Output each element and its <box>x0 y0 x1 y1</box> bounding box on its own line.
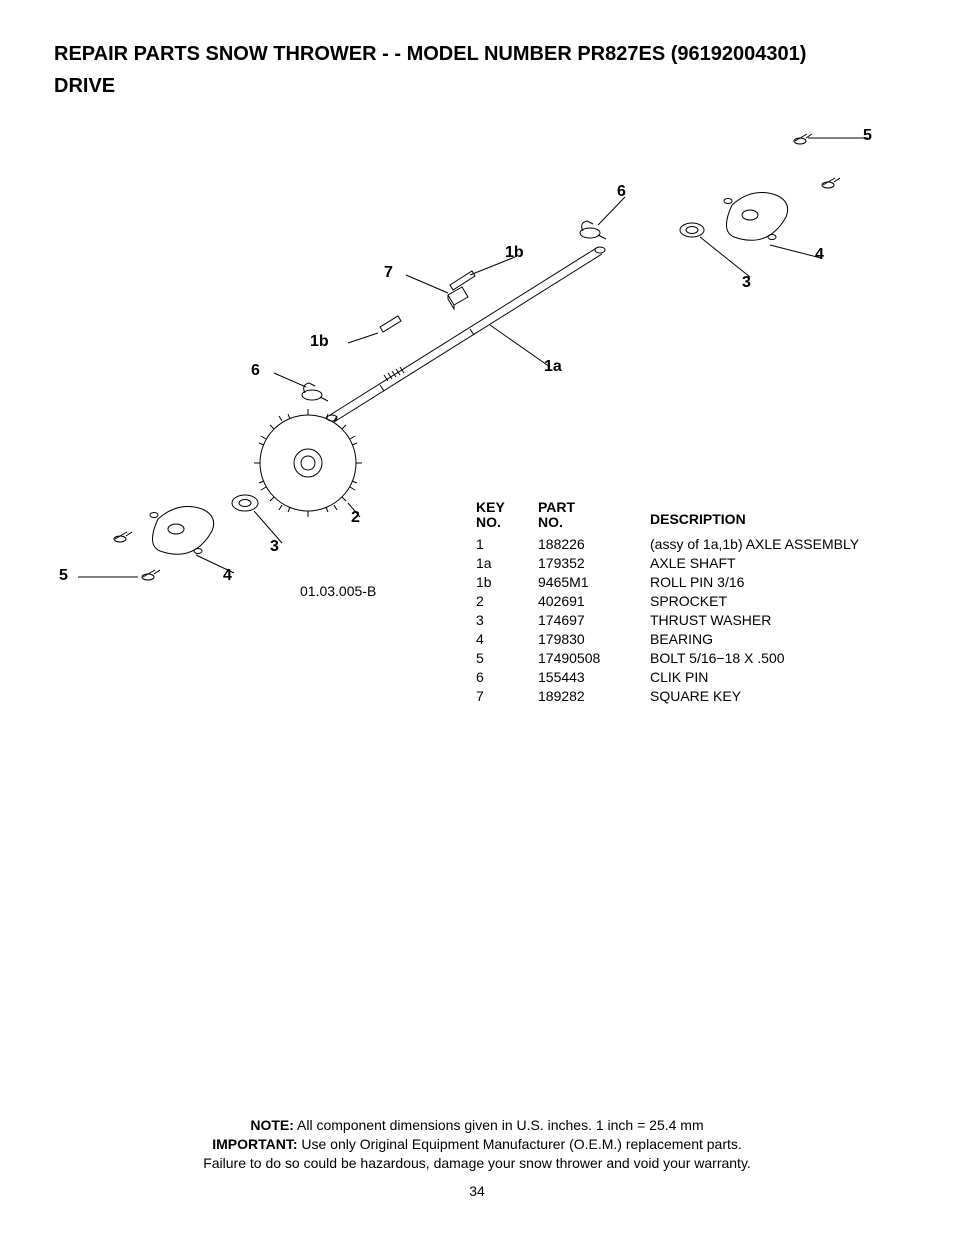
cell-description: BEARING <box>650 630 906 649</box>
axle-shaft-icon <box>327 247 605 422</box>
callout-4: 4 <box>815 246 824 264</box>
callout-2: 2 <box>351 509 360 527</box>
diagram-id: 01.03.005-B <box>300 583 376 599</box>
cell-part: 402691 <box>538 592 650 611</box>
cell-part: 9465M1 <box>538 573 650 592</box>
roll-pin-icon <box>348 316 401 343</box>
title-line-2: DRIVE <box>54 75 115 97</box>
table-row: 6155443CLIK PIN <box>476 668 906 687</box>
thrust-washer-icon <box>232 495 282 543</box>
table-row: 3174697THRUST WASHER <box>476 611 906 630</box>
warning-line: Failure to do so could be hazardous, dam… <box>0 1154 954 1173</box>
clik-pin-icon <box>580 197 625 239</box>
table-row: 517490508BOLT 5/16−18 X .500 <box>476 649 906 668</box>
cell-description: ROLL PIN 3/16 <box>650 573 906 592</box>
important-text: Use only Original Equipment Manufacturer… <box>298 1136 742 1152</box>
footer-note: NOTE: All component dimensions given in … <box>0 1116 954 1173</box>
cell-key: 2 <box>476 592 538 611</box>
bolt-icon <box>822 178 840 188</box>
thrust-washer-icon <box>680 223 750 277</box>
important-line: IMPORTANT: Use only Original Equipment M… <box>0 1135 954 1154</box>
bolt-icon <box>794 134 868 144</box>
cell-description: CLIK PIN <box>650 668 906 687</box>
cell-description: SQUARE KEY <box>650 687 906 706</box>
cell-part: 189282 <box>538 687 650 706</box>
cell-part: 17490508 <box>538 649 650 668</box>
cell-part: 188226 <box>538 535 650 554</box>
note-label: NOTE: <box>250 1117 294 1133</box>
cell-description: BOLT 5/16−18 X .500 <box>650 649 906 668</box>
header-part: PARTNO. <box>538 500 650 529</box>
callout-1a: 1a <box>544 358 562 376</box>
cell-key: 6 <box>476 668 538 687</box>
page-title: REPAIR PARTS SNOW THROWER - - MODEL NUMB… <box>54 38 900 102</box>
header-key: KEYNO. <box>476 500 538 529</box>
table-row: 1188226(assy of 1a,1b) AXLE ASSEMBLY <box>476 535 906 554</box>
table-row: 7189282SQUARE KEY <box>476 687 906 706</box>
parts-rows-container: 1188226(assy of 1a,1b) AXLE ASSEMBLY1a17… <box>476 535 906 705</box>
cell-part: 155443 <box>538 668 650 687</box>
note-text: All component dimensions given in U.S. i… <box>294 1117 704 1133</box>
table-header: KEYNO. PARTNO. DESCRIPTION <box>476 500 906 529</box>
callout-1b: 1b <box>505 244 524 262</box>
table-row: 4179830BEARING <box>476 630 906 649</box>
bearing-icon <box>150 507 234 573</box>
callout-3: 3 <box>270 538 279 556</box>
callout-6: 6 <box>251 362 260 380</box>
callout-6: 6 <box>617 183 626 201</box>
callout-5: 5 <box>59 567 68 585</box>
cell-description: THRUST WASHER <box>650 611 906 630</box>
table-row: 2402691SPROCKET <box>476 592 906 611</box>
sprocket-icon <box>254 409 362 517</box>
callout-5: 5 <box>863 127 872 145</box>
page-number: 34 <box>0 1183 954 1199</box>
callout-4: 4 <box>223 567 232 585</box>
cell-key: 7 <box>476 687 538 706</box>
parts-table: KEYNO. PARTNO. DESCRIPTION 1188226(assy … <box>476 500 906 705</box>
cell-key: 3 <box>476 611 538 630</box>
cell-part: 179830 <box>538 630 650 649</box>
bearing-icon <box>724 193 821 258</box>
cell-key: 4 <box>476 630 538 649</box>
bolt-icon <box>114 532 132 542</box>
cell-part: 179352 <box>538 554 650 573</box>
note-line: NOTE: All component dimensions given in … <box>0 1116 954 1135</box>
callout-3: 3 <box>742 274 751 292</box>
cell-key: 1 <box>476 535 538 554</box>
square-key-icon <box>406 275 468 309</box>
table-row: 1a179352AXLE SHAFT <box>476 554 906 573</box>
table-row: 1b9465M1ROLL PIN 3/16 <box>476 573 906 592</box>
bolt-icon <box>78 570 160 580</box>
cell-key: 1b <box>476 573 538 592</box>
cell-key: 1a <box>476 554 538 573</box>
header-description: DESCRIPTION <box>650 510 906 529</box>
cell-description: (assy of 1a,1b) AXLE ASSEMBLY <box>650 535 906 554</box>
callout-1b: 1b <box>310 333 329 351</box>
cell-description: SPROCKET <box>650 592 906 611</box>
important-label: IMPORTANT: <box>212 1136 297 1152</box>
title-line-1: REPAIR PARTS SNOW THROWER - - MODEL NUMB… <box>54 43 806 65</box>
cell-key: 5 <box>476 649 538 668</box>
cell-description: AXLE SHAFT <box>650 554 906 573</box>
clik-pin-icon <box>274 373 328 401</box>
callout-7: 7 <box>384 264 393 282</box>
cell-part: 174697 <box>538 611 650 630</box>
